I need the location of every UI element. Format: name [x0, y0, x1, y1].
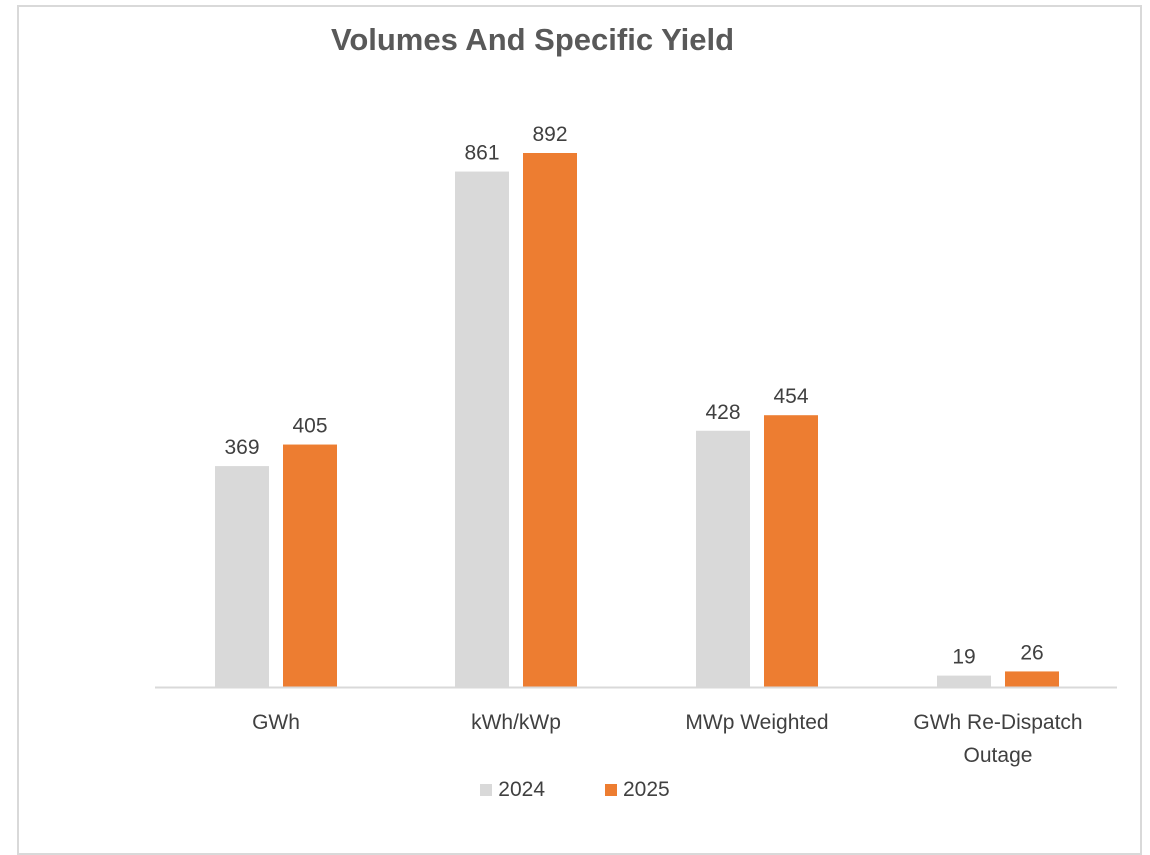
- bar-2024-0: [215, 466, 269, 687]
- data-label-2025-2: 454: [773, 385, 808, 408]
- bar-2025-2: [764, 415, 818, 687]
- category-label-0-0: GWh: [252, 711, 300, 734]
- data-label-2024-3: 19: [952, 646, 975, 669]
- chart-frame: [17, 5, 1142, 855]
- bar-2024-1: [455, 171, 509, 687]
- bar-2025-1: [523, 153, 577, 687]
- legend: 2024 2025: [0, 778, 1150, 802]
- category-label-1-0: kWh/kWp: [471, 711, 561, 734]
- legend-swatch-2025: [605, 784, 617, 796]
- data-label-2025-0: 405: [292, 415, 327, 438]
- bar-2025-3: [1005, 671, 1059, 687]
- data-label-2024-1: 861: [464, 142, 499, 165]
- legend-label-2024: 2024: [498, 778, 545, 801]
- chart-title: Volumes And Specific Yield: [330, 22, 735, 57]
- legend-item-2024: 2024: [480, 778, 545, 802]
- category-label-3-0: GWh Re-Dispatch: [913, 711, 1082, 734]
- legend-label-2025: 2025: [623, 778, 670, 801]
- data-label-2024-2: 428: [705, 401, 740, 424]
- category-label-2-0: MWp Weighted: [685, 711, 828, 734]
- data-label-2025-1: 892: [532, 123, 567, 146]
- category-label-3-1: Outage: [964, 744, 1033, 767]
- data-label-2025-3: 26: [1020, 641, 1043, 664]
- data-label-2024-0: 369: [224, 436, 259, 459]
- bar-2024-3: [937, 675, 991, 687]
- bar-2024-2: [696, 430, 750, 687]
- legend-item-2025: 2025: [605, 778, 670, 802]
- legend-swatch-2024: [480, 784, 493, 796]
- bar-2025-0: [283, 444, 337, 687]
